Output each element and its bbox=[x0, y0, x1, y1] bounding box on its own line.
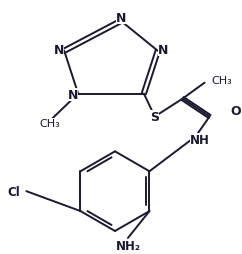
Text: O: O bbox=[230, 105, 241, 118]
Text: NH: NH bbox=[190, 133, 210, 146]
Text: N: N bbox=[68, 89, 78, 102]
Text: Cl: Cl bbox=[8, 185, 20, 198]
Text: S: S bbox=[150, 110, 159, 123]
Text: N: N bbox=[54, 44, 64, 57]
Text: N: N bbox=[116, 12, 126, 25]
Text: CH₃: CH₃ bbox=[39, 119, 60, 129]
Text: CH₃: CH₃ bbox=[212, 75, 232, 85]
Text: N: N bbox=[158, 44, 168, 57]
Text: NH₂: NH₂ bbox=[115, 240, 140, 252]
